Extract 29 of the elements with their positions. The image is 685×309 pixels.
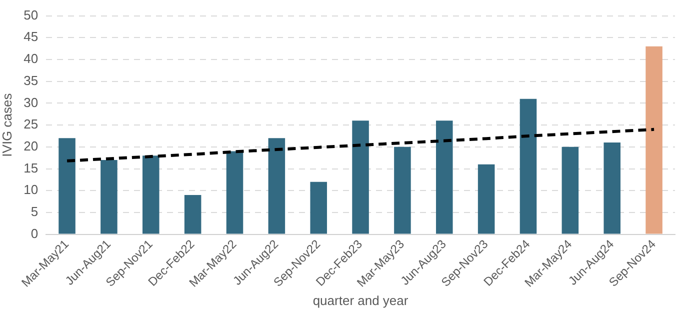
bar [184,194,202,234]
bar [142,156,160,234]
x-axis-title: quarter and year [312,292,409,308]
bar [226,151,244,234]
line-series [66,128,656,162]
y-axis-title: IVIG cases [0,92,14,157]
bar [58,138,76,234]
bar [646,46,662,234]
y-tick-label: 20 [24,138,38,154]
y-tick-label: 30 [24,94,38,110]
y-tick-label: 35 [24,72,38,88]
y-tick-label: 40 [24,51,38,66]
bar [478,164,495,234]
y-tick-label: 0 [30,226,38,241]
bar [562,146,579,234]
bar [604,142,620,234]
bar [310,182,327,234]
bar [436,120,453,234]
bar [268,138,286,234]
y-tick-label: 5 [30,204,38,220]
y-tick-label: 45 [24,29,38,44]
y-tick-label: 10 [24,182,38,198]
y-tick-label: 15 [24,160,38,176]
bar [394,146,411,234]
y-tick-label: 50 [24,7,38,22]
bar [520,98,537,234]
bar [100,160,118,234]
bar [352,120,369,234]
y-tick-label: 25 [24,116,38,132]
